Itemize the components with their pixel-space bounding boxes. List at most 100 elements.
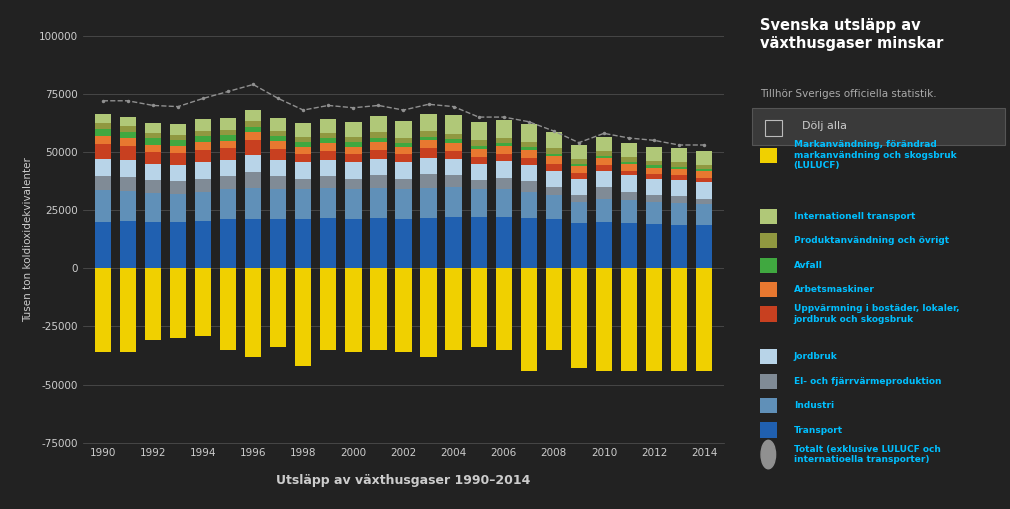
Bar bbox=[520, 124, 537, 142]
Text: Avfall: Avfall bbox=[794, 261, 822, 270]
Bar bbox=[270, 160, 287, 176]
Bar bbox=[345, 122, 362, 137]
Bar bbox=[170, 140, 186, 146]
Bar bbox=[420, 114, 436, 131]
Bar bbox=[270, 268, 287, 348]
Bar bbox=[496, 154, 512, 161]
Text: Svenska utsläpp av
växthusgaser minskar: Svenska utsläpp av växthusgaser minskar bbox=[760, 18, 943, 51]
Bar bbox=[621, 175, 637, 191]
Bar bbox=[95, 114, 111, 123]
Bar bbox=[445, 217, 462, 268]
Bar bbox=[245, 219, 262, 268]
Bar bbox=[645, 161, 663, 165]
Bar bbox=[696, 268, 712, 371]
Bar bbox=[270, 189, 287, 219]
Bar bbox=[760, 209, 777, 224]
Bar bbox=[621, 200, 637, 223]
Bar bbox=[496, 138, 512, 144]
Bar bbox=[420, 140, 436, 149]
Bar bbox=[671, 268, 687, 371]
Bar bbox=[270, 149, 287, 160]
Bar bbox=[270, 176, 287, 189]
Bar bbox=[420, 149, 436, 158]
Bar bbox=[445, 268, 462, 350]
Bar bbox=[371, 159, 387, 175]
Bar bbox=[144, 138, 162, 145]
Bar bbox=[120, 126, 136, 132]
Bar bbox=[496, 146, 512, 154]
Bar bbox=[696, 169, 712, 172]
Bar bbox=[220, 130, 236, 135]
Bar bbox=[320, 188, 336, 218]
Bar bbox=[621, 157, 637, 162]
Bar bbox=[295, 142, 311, 147]
Text: Internationell transport: Internationell transport bbox=[794, 212, 915, 221]
Bar bbox=[645, 195, 663, 202]
Bar bbox=[520, 150, 537, 158]
Bar bbox=[345, 268, 362, 352]
Bar bbox=[760, 233, 777, 248]
Bar bbox=[371, 175, 387, 188]
Bar bbox=[671, 162, 687, 167]
Bar bbox=[95, 268, 111, 352]
X-axis label: Utsläpp av växthusgaser 1990–2014: Utsläpp av växthusgaser 1990–2014 bbox=[277, 474, 530, 487]
Bar bbox=[671, 169, 687, 175]
Bar bbox=[245, 172, 262, 188]
Bar bbox=[195, 150, 211, 162]
Circle shape bbox=[761, 440, 776, 469]
Bar bbox=[645, 165, 663, 168]
Bar bbox=[95, 159, 111, 177]
Bar bbox=[760, 374, 777, 389]
Bar bbox=[195, 179, 211, 191]
Bar bbox=[696, 172, 712, 178]
Bar bbox=[571, 159, 587, 164]
Bar bbox=[295, 136, 311, 142]
Bar bbox=[645, 202, 663, 224]
Bar bbox=[520, 191, 537, 218]
Text: Produktanvändning och övrigt: Produktanvändning och övrigt bbox=[794, 236, 948, 245]
Bar bbox=[445, 175, 462, 187]
Bar bbox=[195, 162, 211, 179]
Bar bbox=[170, 165, 186, 181]
Bar bbox=[760, 349, 777, 364]
Bar bbox=[645, 179, 663, 195]
Bar bbox=[295, 189, 311, 219]
Bar bbox=[371, 138, 387, 142]
Bar bbox=[471, 157, 487, 163]
Bar bbox=[345, 162, 362, 179]
Bar bbox=[596, 158, 612, 165]
Bar bbox=[671, 225, 687, 268]
Bar bbox=[320, 268, 336, 350]
Bar bbox=[596, 187, 612, 199]
Text: Jordbruk: Jordbruk bbox=[794, 352, 837, 361]
Bar bbox=[571, 164, 587, 166]
Bar bbox=[621, 164, 637, 171]
Bar bbox=[395, 143, 412, 147]
Bar bbox=[621, 143, 637, 157]
Bar bbox=[395, 219, 412, 268]
Bar bbox=[320, 143, 336, 151]
Text: Totalt (exklusive LULUCF och
internatioella transporter): Totalt (exklusive LULUCF och internatioe… bbox=[794, 445, 940, 464]
Bar bbox=[295, 179, 311, 189]
Bar bbox=[520, 158, 537, 165]
Bar bbox=[395, 154, 412, 162]
Bar bbox=[471, 268, 487, 348]
Bar bbox=[195, 120, 211, 131]
Bar bbox=[471, 149, 487, 157]
Bar bbox=[270, 118, 287, 131]
Bar bbox=[320, 160, 336, 177]
Bar bbox=[170, 181, 186, 194]
Bar bbox=[270, 219, 287, 268]
Bar bbox=[545, 268, 562, 350]
Bar bbox=[760, 398, 777, 413]
Bar bbox=[471, 146, 487, 149]
Bar bbox=[645, 174, 663, 179]
Bar bbox=[320, 218, 336, 268]
Bar bbox=[270, 136, 287, 141]
Bar bbox=[144, 123, 162, 133]
Bar bbox=[345, 219, 362, 268]
Bar bbox=[545, 187, 562, 195]
Bar bbox=[270, 131, 287, 136]
Bar bbox=[445, 151, 462, 159]
Bar bbox=[671, 167, 687, 169]
